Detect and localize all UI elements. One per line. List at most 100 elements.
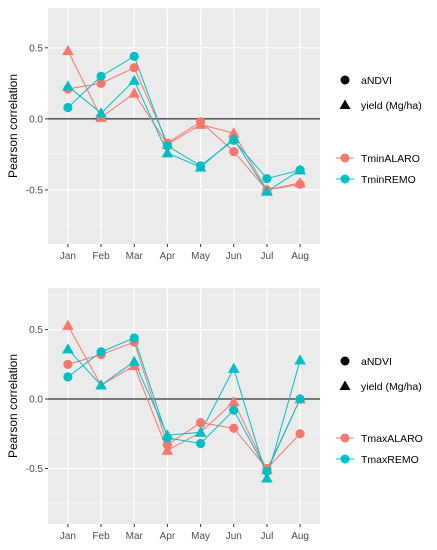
legend-circle-marker [340,75,350,85]
plot-background [48,288,320,524]
data-point-circle [129,51,139,61]
chart-panel-2: -0.5 0.0 0.5 Jan Feb Mar Apr May Jun Jul Aug Pear… [6,288,423,542]
data-point-triangle [261,472,273,483]
data-point-circle [63,359,73,369]
data-point-triangle [227,396,240,407]
series-line [67,348,301,480]
data-point-triangle [62,319,74,330]
data-point-circle [229,405,239,415]
data-point-circle [229,146,239,157]
data-point-triangle [294,177,306,188]
data-point-triangle [227,362,240,373]
data-point-triangle [62,44,74,56]
data-point-triangle [62,80,74,91]
data-point-triangle [161,444,174,455]
data-point-circle [195,418,206,428]
data-point-circle [262,466,272,476]
x-tick-label: May [191,531,210,542]
data-point-triangle [194,161,207,172]
x-tick-label: Jun [226,531,242,542]
legend-label-color-2: TmaxREMO [361,454,419,466]
x-tick-label: Aug [291,251,309,262]
data-point-circle [63,102,73,113]
data-point-triangle [194,426,207,437]
x-tick-label: Jul [261,251,274,262]
y-tick-label: -0.5 [26,185,44,196]
legend-label-color-2: TminREMO [361,174,416,186]
data-point-triangle [261,185,273,196]
y-tick-label: 0.5 [29,43,43,54]
x-tick-label: Jan [60,531,76,542]
legend-swatch-marker-1 [340,433,350,443]
data-point-triangle [128,355,141,366]
legend-swatch-marker-1 [340,153,350,163]
legend-triangle-marker [339,99,351,109]
chart-panel-1: -0.5 0.0 0.5 Jan Feb Mar Apr May Jun Jul Aug Pear… [6,8,422,262]
legend-label-color-1: TmaxALARO [361,433,423,445]
data-point-circle [295,429,305,439]
series-lines [67,325,301,480]
legend-label-color-1: TminALARO [361,153,420,165]
series-line [67,55,301,180]
data-point-triangle [128,74,141,85]
data-point-circle [262,174,272,184]
x-axis-ticks: Jan Feb Mar Apr May Jun Jul Aug [60,524,309,542]
data-point-circle [129,63,139,73]
x-tick-label: Aug [291,531,309,542]
x-tick-label: Feb [92,251,110,262]
data-point-triangle [227,127,240,138]
data-point-circle [229,423,239,433]
legend-label-shape-2: yield (Mg/ha) [361,100,422,112]
data-point-circle [63,372,73,382]
legend: aNDVI yield (Mg/ha) TminALARO TminREMO [336,75,422,186]
y-tick-label: 0.0 [29,395,43,406]
data-point-triangle [161,147,174,158]
legend-label-shape-2: yield (Mg/ha) [361,381,422,393]
series-markers [62,44,306,196]
x-tick-label: Jul [261,531,274,542]
x-tick-label: Mar [126,531,144,542]
data-point-triangle [227,132,240,144]
x-tick-label: May [191,251,210,262]
data-point-circle [96,347,106,357]
series-markers [62,319,306,483]
x-tick-label: Jan [60,251,76,262]
legend: aNDVI yield (Mg/ha) TmaxALARO TmaxREMO [336,356,423,466]
x-tick-label: Mar [126,251,144,262]
data-point-circle [295,394,305,404]
data-point-circle [129,333,139,343]
data-point-triangle [62,343,74,354]
x-tick-label: Feb [92,531,110,542]
series-line [67,50,301,191]
series-line [67,67,301,191]
legend-label-shape-1: aNDVI [361,75,392,87]
y-tick-label: 0.5 [29,325,43,336]
data-point-triangle [95,107,107,118]
x-tick-label: Apr [160,251,176,262]
data-point-circle [96,71,106,81]
legend-triangle-marker [339,380,351,390]
y-tick-label: -0.5 [26,464,44,475]
data-point-triangle [128,87,141,98]
data-point-circle [195,438,206,449]
x-tick-label: Apr [160,531,176,542]
data-point-triangle [294,164,306,175]
x-tick-label: Jun [226,251,242,262]
legend-swatch-marker-2 [340,174,350,184]
y-axis-title: Pearson correlation [6,74,20,178]
data-point-triangle [194,118,207,129]
y-axis-ticks: -0.5 0.0 0.5 [26,325,48,475]
data-point-circle [162,141,173,151]
series-lines [67,50,301,193]
legend-label-shape-1: aNDVI [361,356,392,368]
data-point-triangle [161,429,174,440]
legend-circle-marker [340,356,350,366]
data-point-triangle [95,379,107,390]
data-point-circle [96,78,106,88]
y-tick-label: 0.0 [29,114,43,125]
data-point-triangle [294,354,306,365]
series-line [67,79,301,193]
x-axis-ticks: Jan Feb Mar Apr May Jun Jul Aug [60,244,309,262]
y-axis-title: Pearson correlation [6,354,20,458]
